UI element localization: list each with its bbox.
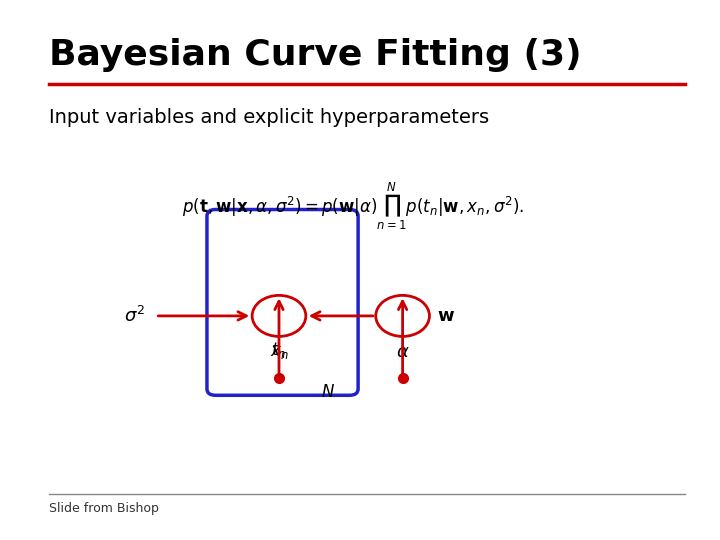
Text: $\mathbf{w}$: $\mathbf{w}$	[436, 307, 454, 325]
Text: $x_n$: $x_n$	[269, 343, 289, 361]
Text: Input variables and explicit hyperparameters: Input variables and explicit hyperparame…	[50, 108, 490, 127]
Text: $p(\mathbf{t}, \mathbf{w}|\mathbf{x}, \alpha, \sigma^2) = p(\mathbf{w}|\alpha) \: $p(\mathbf{t}, \mathbf{w}|\mathbf{x}, \a…	[182, 181, 524, 232]
Text: Bayesian Curve Fitting (3): Bayesian Curve Fitting (3)	[50, 38, 582, 72]
Circle shape	[376, 295, 429, 336]
Text: $\sigma^2$: $\sigma^2$	[124, 306, 145, 326]
Text: Slide from Bishop: Slide from Bishop	[50, 502, 159, 515]
Text: $t_n$: $t_n$	[271, 340, 287, 360]
Circle shape	[252, 295, 306, 336]
Text: $\alpha$: $\alpha$	[396, 343, 410, 361]
Text: $N$: $N$	[321, 383, 336, 401]
